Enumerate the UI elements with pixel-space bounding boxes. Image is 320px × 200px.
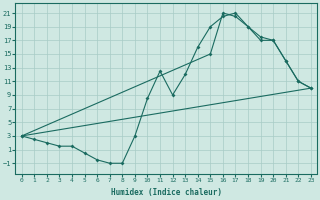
X-axis label: Humidex (Indice chaleur): Humidex (Indice chaleur) — [111, 188, 222, 197]
